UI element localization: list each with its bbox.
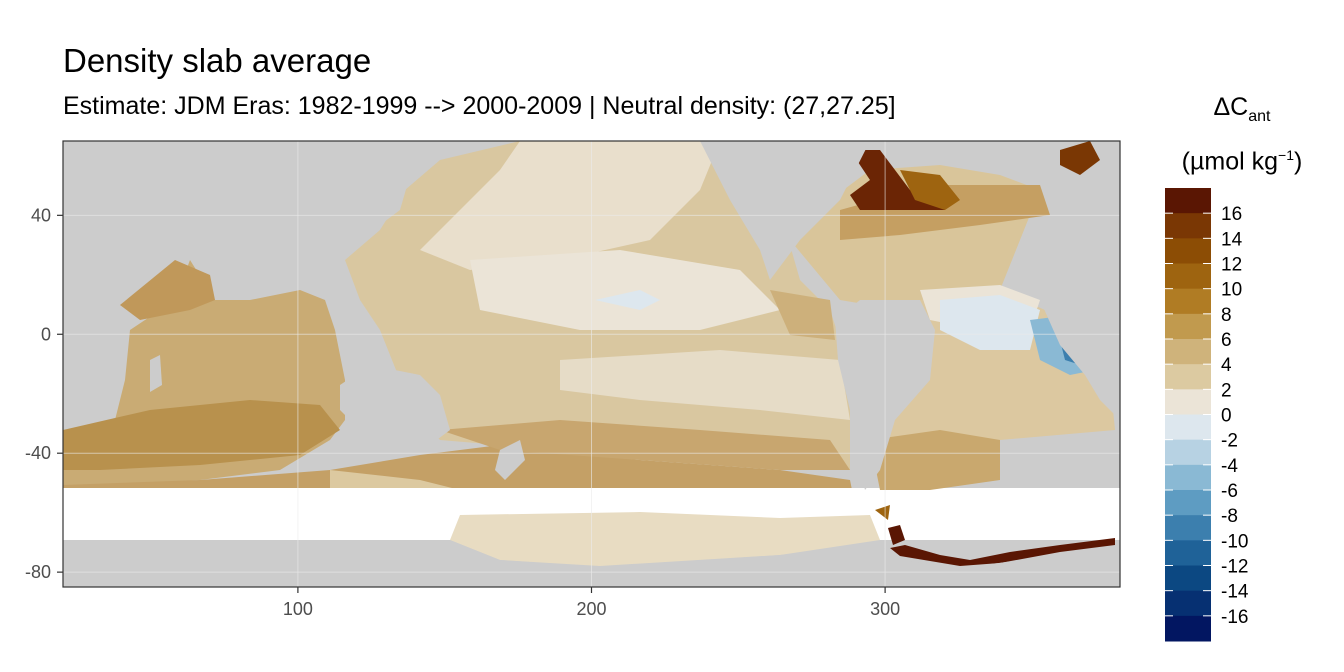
labrador-sea-mid (900, 170, 960, 210)
legend-title: ΔCant (µmol kg−1) (1162, 88, 1322, 180)
legend-symbol-line: ΔCant (1162, 88, 1322, 136)
colorbar-label: 2 (1221, 380, 1232, 401)
colorbar-label: 12 (1221, 255, 1242, 276)
colorbar-label: 10 (1221, 280, 1242, 301)
north-america-land (700, 141, 870, 280)
grid-lines (63, 141, 1120, 587)
colorbar-swatch (1165, 339, 1211, 365)
colorbar-label: 14 (1221, 229, 1243, 250)
weddell-sea-high (890, 538, 1115, 566)
antarctic-peninsula-high (888, 525, 905, 545)
greenland-sea-high (1060, 141, 1100, 175)
arabian-sea (120, 260, 215, 320)
colorbar-swatch (1165, 540, 1211, 566)
colorbar-swatch (1165, 389, 1211, 415)
atlantic-negative-1 (940, 295, 1040, 350)
colorbar-label: -8 (1221, 506, 1238, 527)
colorbar-swatch (1165, 490, 1211, 516)
legend-unit-close: ) (1294, 147, 1303, 176)
x-tick-label: 200 (576, 599, 606, 619)
indian-ocean-band (63, 400, 340, 470)
colorbar-swatch (1165, 238, 1211, 264)
colorbar-swatch (1165, 515, 1211, 541)
antarctica-land (63, 540, 1120, 587)
colorbar-swatch (1165, 188, 1211, 214)
chart-subtitle: Estimate: JDM Eras: 1982-1999 --> 2000-2… (63, 92, 896, 120)
colorbar-swatch (1165, 263, 1211, 290)
y-tick-label: 0 (41, 324, 51, 344)
colorbar-label: -16 (1221, 607, 1248, 628)
drake-passage-dark (875, 505, 890, 520)
y-tick-label: 40 (31, 205, 51, 225)
legend-unit: (µmol kg (1181, 147, 1279, 176)
colorbar-swatch (1165, 364, 1211, 390)
pacific-negative-patch (595, 290, 660, 310)
colorbar-swatch (1165, 565, 1211, 592)
colorbar-label: -2 (1221, 431, 1238, 452)
colorbar-label: 0 (1221, 406, 1232, 427)
colorbar-swatch (1165, 288, 1211, 315)
colorbar-swatch (1165, 464, 1211, 491)
colorbar-label: 16 (1221, 204, 1242, 225)
colorbar-swatch (1165, 439, 1211, 466)
colorbar-swatch (1165, 414, 1211, 441)
ocean-field (63, 141, 1120, 587)
australia-land (340, 365, 450, 445)
legend-symbol: ΔC (1213, 93, 1249, 121)
colorbar: 16 14 12 10 8 6 4 2 0 -2 -4 -6 -8 -10 -12 -14 -16 (1165, 188, 1249, 642)
africa-land (1020, 230, 1120, 420)
colorbar-label: 4 (1221, 355, 1232, 376)
colorbar-label: -6 (1221, 481, 1238, 502)
chart-title: Density slab average (63, 42, 372, 79)
antarctic-margin (450, 512, 880, 566)
colorbar-label: -10 (1221, 531, 1248, 552)
pacific-south-light (560, 350, 850, 420)
x-tick-label: 300 (870, 599, 900, 619)
colorbar-swatch (1165, 213, 1211, 239)
colorbar-swatch (1165, 615, 1211, 642)
madagascar-land (150, 355, 162, 392)
colorbar-label: 6 (1221, 330, 1232, 351)
pacific-light-band (420, 141, 720, 270)
y-tick-label: -80 (25, 562, 51, 582)
colorbar-label: -12 (1221, 557, 1248, 578)
colorbar-label: 8 (1221, 305, 1232, 326)
x-tick-label: 100 (283, 599, 313, 619)
pacific-equatorial-light (470, 250, 780, 330)
legend-unit-line: (µmol kg−1) (1162, 136, 1322, 180)
colorbar-swatch (1165, 313, 1211, 340)
pacific-south-band (440, 420, 850, 470)
colorbar-swatch (1165, 590, 1211, 617)
new-zealand-land (495, 440, 525, 480)
pacific-east-darker (770, 290, 835, 340)
colorbar-label: -14 (1221, 582, 1249, 603)
y-tick-label: -40 (25, 443, 51, 463)
legend-unit-exponent: −1 (1278, 147, 1294, 163)
asia-land (63, 141, 420, 285)
colorbar-label: -4 (1221, 456, 1238, 477)
legend-subscript: ant (1248, 108, 1271, 125)
south-atlantic-band (870, 430, 1000, 490)
